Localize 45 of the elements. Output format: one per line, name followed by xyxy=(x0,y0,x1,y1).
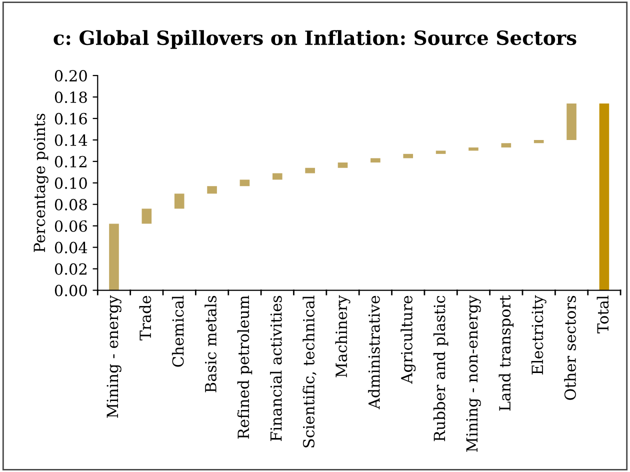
x-tick-label: Trade xyxy=(139,296,152,340)
bar xyxy=(534,140,544,144)
y-tick-label: 0.10 xyxy=(54,177,87,189)
x-tick-label: Land transport xyxy=(498,295,514,411)
bar xyxy=(174,194,184,209)
y-tick-label: 0.02 xyxy=(54,263,86,275)
x-tick-label: Agriculture xyxy=(400,296,416,384)
bar xyxy=(566,103,576,140)
y-tick-label: 0.18 xyxy=(54,91,87,104)
y-tick-label: 0.16 xyxy=(54,112,87,124)
bar xyxy=(370,158,380,162)
x-tick-label: Electricity xyxy=(531,295,546,374)
bar xyxy=(142,208,152,224)
y-tick-label: 0.04 xyxy=(54,242,88,254)
y-tick-label: 0.00 xyxy=(54,284,87,296)
x-tick-label: Other sectors xyxy=(564,296,576,400)
bar xyxy=(338,162,348,168)
x-tick-label: Rubber and plastic xyxy=(433,296,448,442)
x-tick-label: Total xyxy=(596,296,609,334)
chart-title: c: Global Spillovers on Inflation: Source Sectors xyxy=(54,30,576,49)
y-tick-label: 0.20 xyxy=(54,70,87,82)
bar xyxy=(501,143,512,148)
x-tick-label: Basic metals xyxy=(204,296,216,392)
bar xyxy=(272,173,282,180)
x-tick-label: Chemical xyxy=(172,296,184,367)
y-tick-label: 0.14 xyxy=(54,134,88,146)
x-tick-label: Mining - non-energy xyxy=(466,295,481,452)
bar xyxy=(240,180,250,186)
x-tick-label: Mining - energy xyxy=(106,295,122,418)
bar xyxy=(599,103,610,290)
x-tick-label: Refined petroleum xyxy=(237,296,252,439)
y-axis-title: Percentage points xyxy=(34,114,48,252)
bar xyxy=(436,150,446,154)
y-tick-label: 0.08 xyxy=(54,198,87,210)
y-tick-label: 0.06 xyxy=(54,220,87,232)
y-tick-label: 0.12 xyxy=(54,156,86,168)
bar xyxy=(305,168,315,174)
x-tick-label: Machinery xyxy=(335,295,350,378)
bar xyxy=(468,147,478,151)
x-tick-label: Financial activities xyxy=(270,296,282,441)
x-tick-label: Administrative xyxy=(368,296,380,410)
bar xyxy=(207,186,217,194)
bar xyxy=(109,224,119,290)
bar xyxy=(403,154,414,158)
x-tick-label: Scientific, technical xyxy=(302,296,316,448)
